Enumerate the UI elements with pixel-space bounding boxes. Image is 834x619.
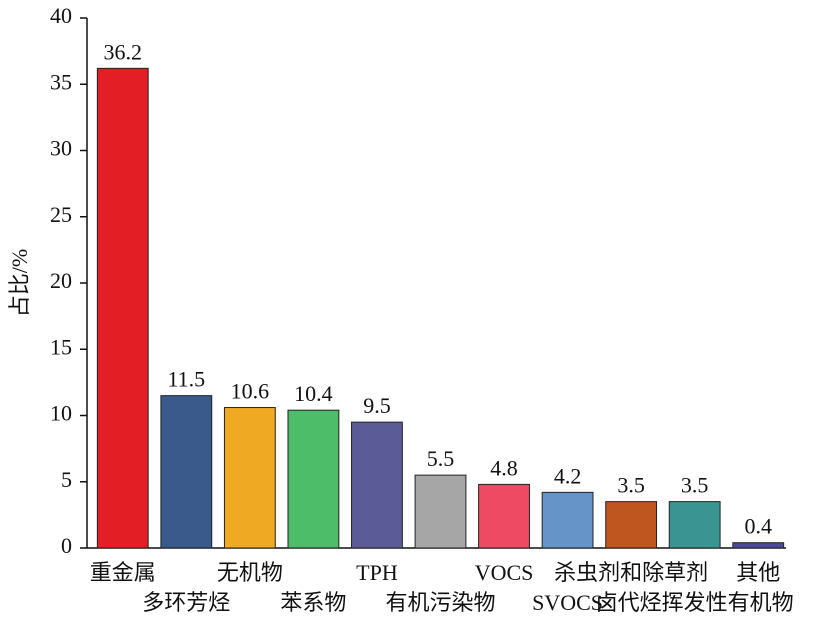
- bar: [605, 501, 658, 549]
- data-label: 36.2: [104, 39, 143, 64]
- x-tick-label: 无机物: [217, 560, 283, 585]
- y-tick-label: 25: [50, 202, 72, 227]
- y-tick-label: 40: [50, 3, 72, 28]
- data-label: 5.5: [427, 446, 455, 471]
- x-tick-label: 杀虫剂和除草剂: [554, 560, 708, 585]
- data-label: 3.5: [681, 473, 709, 498]
- bar: [351, 421, 403, 549]
- data-label: 3.5: [617, 473, 645, 498]
- x-tick-label: 有机污染物: [385, 590, 495, 615]
- bar: [287, 409, 340, 549]
- data-label: 10.4: [294, 381, 333, 406]
- x-tick-label: 多环芳烃: [142, 590, 230, 615]
- data-label: 10.6: [231, 379, 270, 404]
- bar: [160, 395, 213, 549]
- x-tick-label: TPH: [356, 560, 398, 585]
- data-label: 4.8: [490, 455, 518, 480]
- bar: [223, 407, 276, 549]
- x-tick-label: 其他: [736, 560, 780, 585]
- y-tick-label: 30: [50, 136, 72, 161]
- bar: [478, 483, 530, 549]
- bar: [732, 542, 785, 549]
- y-tick-label: 0: [61, 533, 72, 558]
- y-tick-label: 20: [50, 268, 72, 293]
- bar: [541, 491, 594, 549]
- data-label: 0.4: [744, 514, 772, 539]
- y-tick-label: 35: [50, 69, 72, 94]
- bar: [668, 501, 721, 549]
- x-tick-label: SVOCS: [532, 590, 603, 615]
- x-tick-label: 苯系物: [280, 590, 346, 615]
- y-tick-label: 15: [50, 334, 72, 359]
- y-axis-label: 占比/%: [7, 249, 32, 317]
- bar: [96, 67, 149, 549]
- x-tick-label: VOCS: [475, 560, 534, 585]
- x-tick-label: 卤代烃挥发性有机物: [596, 590, 794, 615]
- x-tick-label: 重金属: [90, 560, 156, 585]
- data-label: 11.5: [167, 367, 205, 392]
- y-tick-label: 5: [61, 467, 72, 492]
- y-tick-label: 10: [50, 401, 72, 426]
- data-label: 9.5: [363, 393, 391, 418]
- data-label: 4.2: [554, 463, 582, 488]
- bar: [414, 474, 467, 549]
